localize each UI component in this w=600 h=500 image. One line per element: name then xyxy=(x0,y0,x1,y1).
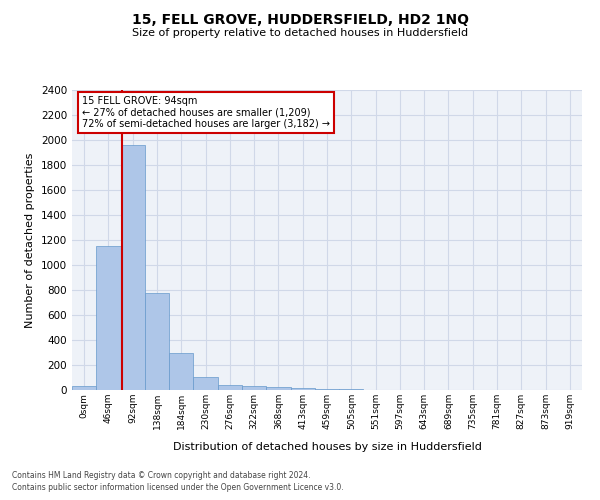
Text: Contains HM Land Registry data © Crown copyright and database right 2024.: Contains HM Land Registry data © Crown c… xyxy=(12,471,311,480)
Text: Contains public sector information licensed under the Open Government Licence v3: Contains public sector information licen… xyxy=(12,484,344,492)
Bar xyxy=(242,386,266,390)
Text: 15 FELL GROVE: 94sqm
← 27% of detached houses are smaller (1,209)
72% of semi-de: 15 FELL GROVE: 94sqm ← 27% of detached h… xyxy=(82,96,330,129)
Bar xyxy=(72,386,96,390)
Bar xyxy=(169,352,193,390)
Bar xyxy=(266,387,290,390)
Bar xyxy=(315,389,339,390)
Text: 15, FELL GROVE, HUDDERSFIELD, HD2 1NQ: 15, FELL GROVE, HUDDERSFIELD, HD2 1NQ xyxy=(131,12,469,26)
Bar xyxy=(193,377,218,390)
Bar xyxy=(218,385,242,390)
Text: Size of property relative to detached houses in Huddersfield: Size of property relative to detached ho… xyxy=(132,28,468,38)
Bar xyxy=(121,145,145,390)
Text: Distribution of detached houses by size in Huddersfield: Distribution of detached houses by size … xyxy=(173,442,481,452)
Bar xyxy=(96,246,121,390)
Bar xyxy=(145,292,169,390)
Bar xyxy=(290,388,315,390)
Y-axis label: Number of detached properties: Number of detached properties xyxy=(25,152,35,328)
